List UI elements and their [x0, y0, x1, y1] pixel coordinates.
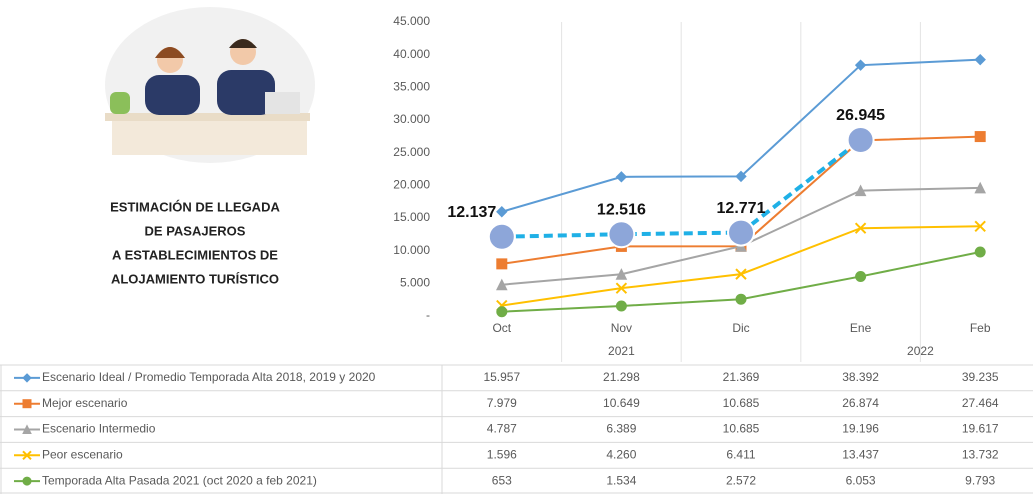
table-cell: 6.053	[846, 473, 876, 487]
table-cell: 10.685	[723, 422, 760, 436]
x-tick-label: Ene	[850, 321, 872, 335]
y-tick-label: 20.000	[393, 178, 430, 192]
x-tick-label: Oct	[492, 321, 511, 335]
y-tick-label: 35.000	[393, 80, 430, 94]
y-tick-label: 30.000	[393, 112, 430, 126]
table-cell: 19.196	[842, 422, 879, 436]
marker	[735, 293, 747, 305]
data-label: 12.137	[447, 204, 496, 221]
actual-marker	[727, 218, 755, 247]
table-cell: 21.298	[603, 370, 640, 384]
title-line: ESTIMACIÓN DE LLEGADA	[110, 199, 280, 214]
x-tick-label: Nov	[611, 321, 632, 335]
y-tick-label: 25.000	[393, 145, 430, 159]
table-cell: 10.685	[723, 396, 760, 410]
table-cell: 4.260	[606, 447, 636, 461]
table-cell: 6.411	[726, 447, 755, 461]
table-cell: 21.369	[723, 370, 760, 384]
marker	[855, 270, 867, 282]
table-cell: 27.464	[962, 396, 999, 410]
table-cell: 39.235	[962, 370, 999, 384]
data-label: 12.771	[717, 200, 766, 217]
table-cell: 2.572	[726, 473, 756, 487]
legend-marker	[22, 373, 32, 383]
series-line	[501, 138, 862, 239]
table-cell: 4.787	[487, 422, 517, 436]
marker	[854, 222, 867, 234]
marker	[615, 282, 628, 294]
marker	[496, 306, 508, 318]
marker	[854, 184, 867, 197]
marker	[974, 246, 986, 258]
table-cell: 653	[492, 473, 512, 487]
marker	[974, 131, 986, 143]
legend-marker	[22, 424, 32, 434]
legend-label: Escenario Intermedio	[42, 422, 156, 436]
data-label: 12.516	[597, 201, 646, 218]
table-cell: 38.392	[842, 370, 879, 384]
y-tick-label: 45.000	[393, 14, 430, 28]
marker	[615, 268, 628, 280]
table-cell: 13.732	[962, 447, 999, 461]
marker	[615, 300, 627, 312]
table-cell: 19.617	[962, 422, 999, 436]
actual-marker	[846, 125, 875, 154]
y-tick-label: 5.000	[400, 276, 430, 290]
legend-label: Peor escenario	[42, 447, 123, 461]
x-tick-label: Feb	[970, 321, 991, 335]
title-line: DE PASAJEROS	[145, 223, 246, 238]
y-tick-label: 40.000	[393, 47, 430, 61]
marker	[974, 53, 986, 66]
table-cell: 1.534	[606, 473, 636, 487]
marker	[615, 171, 628, 183]
table-cell: 9.793	[965, 473, 995, 487]
illustration	[105, 7, 315, 163]
marker	[854, 59, 867, 71]
table-cell: 10.649	[603, 396, 640, 410]
x-tick-label: Dic	[732, 321, 749, 335]
table-cell: 15.957	[483, 370, 520, 384]
data-label: 26.945	[836, 107, 885, 124]
table-cell: 26.874	[842, 396, 879, 410]
table-cell: 1.596	[487, 447, 517, 461]
marker	[495, 278, 508, 291]
legend-marker	[22, 450, 32, 461]
legend-marker	[22, 476, 32, 486]
marker	[974, 220, 986, 232]
year-label: 2022	[907, 344, 934, 358]
marker	[974, 181, 987, 194]
marker	[496, 258, 508, 270]
legend-label: Mejor escenario	[42, 396, 128, 410]
table-cell: 6.389	[606, 422, 636, 436]
title-line: ALOJAMIENTO TURÍSTICO	[111, 271, 279, 286]
marker	[735, 170, 747, 183]
legend-label: Escenario Ideal / Promedio Temporada Alt…	[42, 370, 376, 384]
y-tick-label: 10.000	[393, 243, 430, 257]
year-label: 2021	[608, 344, 635, 358]
legend-marker	[22, 399, 32, 409]
actual-marker	[487, 222, 516, 251]
actual-marker	[607, 220, 636, 249]
legend-label: Temporada Alta Pasada 2021 (oct 2020 a f…	[42, 473, 317, 487]
table-cell: 13.437	[842, 447, 879, 461]
y-tick-label: 15.000	[393, 210, 430, 224]
table-cell: 7.979	[487, 396, 517, 410]
marker	[735, 268, 747, 280]
y-tick-label: -	[426, 308, 430, 322]
title-line: A ESTABLECIMIENTOS DE	[112, 247, 278, 262]
marker	[496, 206, 508, 218]
